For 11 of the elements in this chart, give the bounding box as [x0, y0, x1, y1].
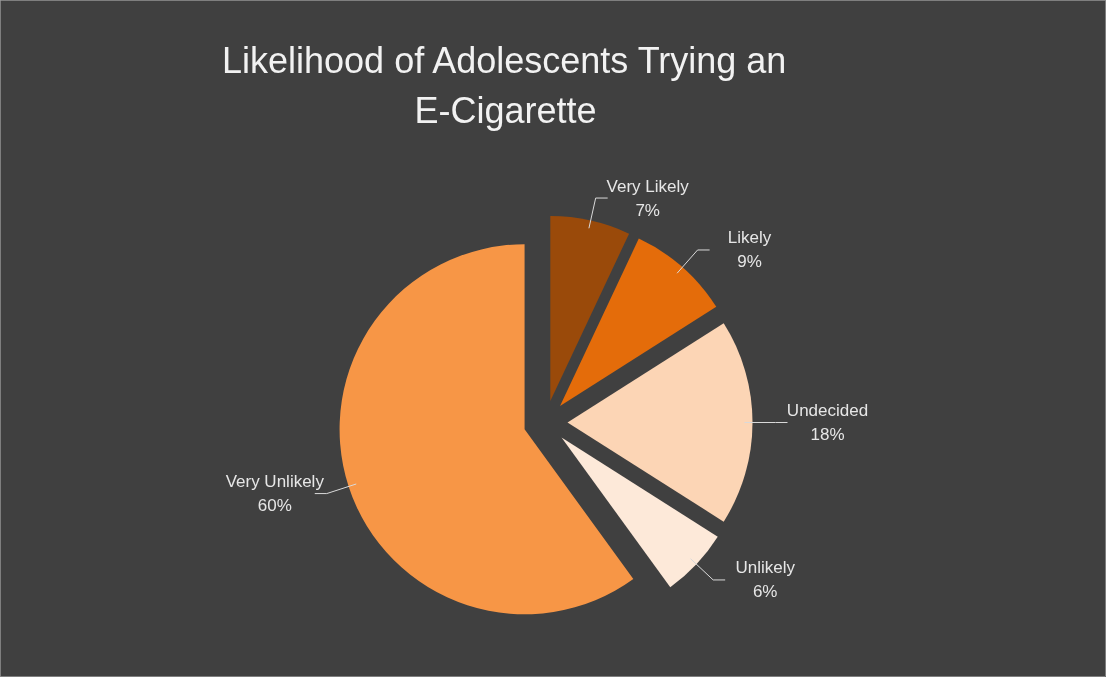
chart-title: Likelihood of Adolescents Trying an E-Cigarette [222, 40, 787, 131]
data-label: 7% [635, 200, 660, 220]
data-label: 18% [810, 425, 845, 444]
data-label: 60% [257, 496, 292, 516]
slice-label: Undecided [786, 401, 869, 420]
slice-label: Likely [727, 228, 772, 248]
slice-label: Very Likely [606, 176, 690, 196]
slice-label: Unlikely [735, 558, 796, 578]
data-label: 9% [737, 252, 762, 272]
slice-label: Very Unlikely [225, 472, 325, 492]
data-label: 6% [752, 582, 778, 602]
